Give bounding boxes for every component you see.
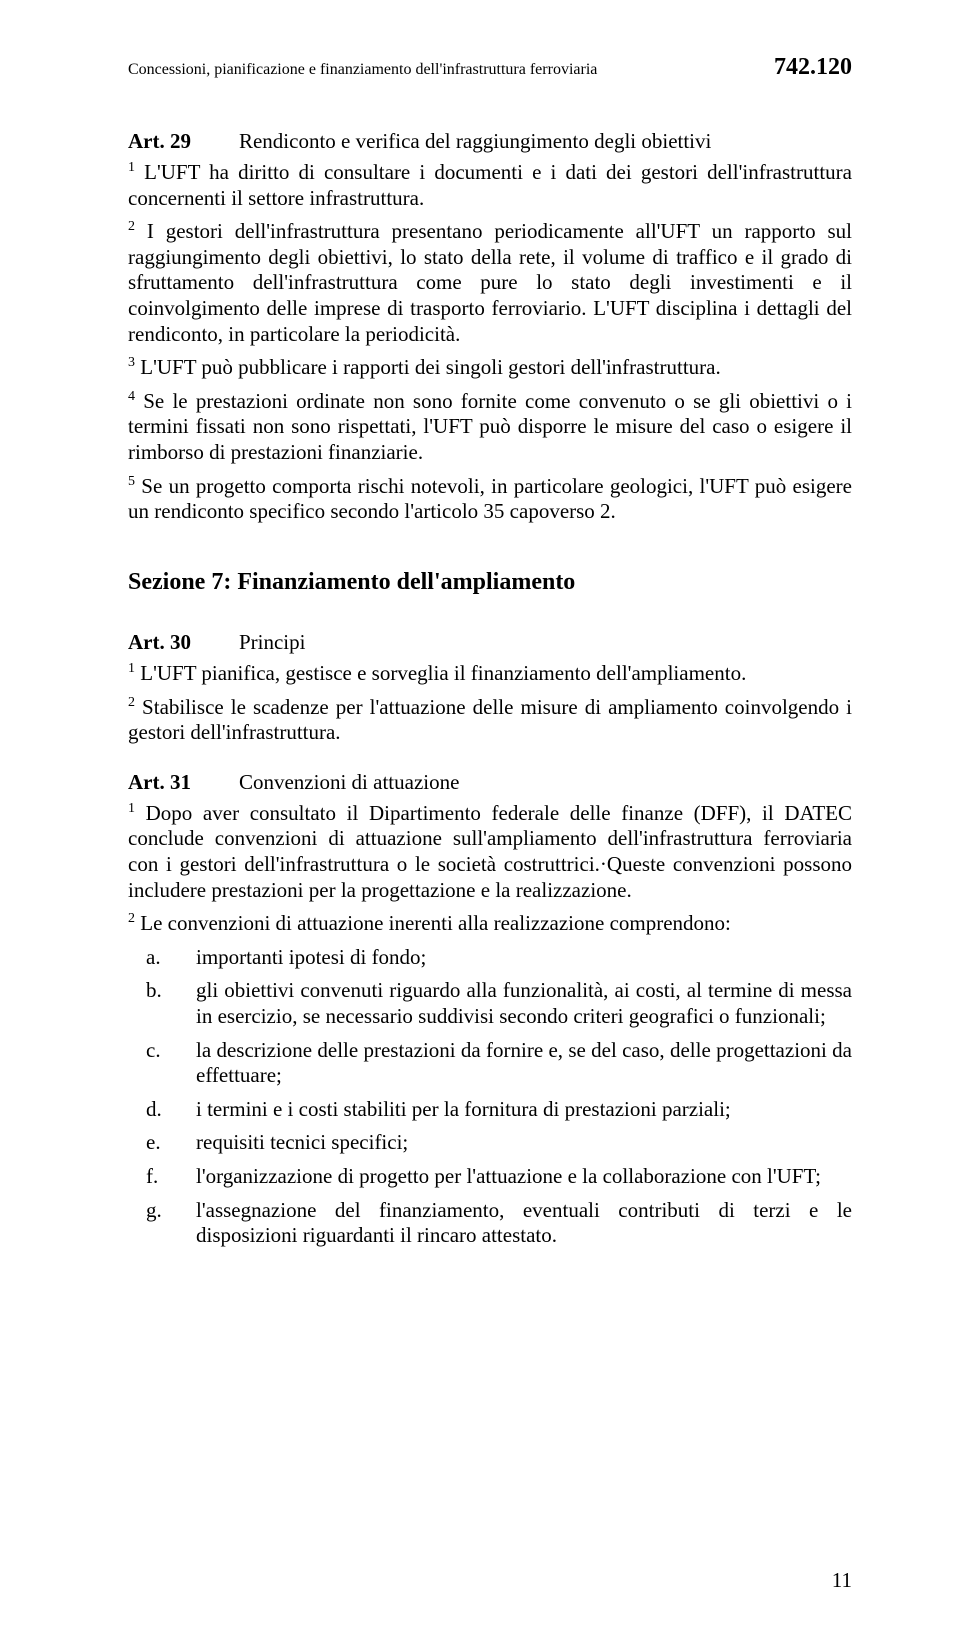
art30-p2: 2 Stabilisce le scadenze per l'attuazion… bbox=[128, 695, 852, 746]
list-marker: g. bbox=[128, 1198, 196, 1249]
para-text: Dopo aver consultato il Dipartimento fed… bbox=[128, 801, 852, 902]
art29-number: Art. 29 bbox=[128, 129, 191, 153]
list-item: a.importanti ipotesi di fondo; bbox=[128, 945, 852, 971]
para-text: Se un progetto comporta rischi notevoli,… bbox=[128, 474, 852, 524]
list-text: gli obiettivi convenuti riguardo alla fu… bbox=[196, 978, 852, 1029]
list-item: d.i termini e i costi stabiliti per la f… bbox=[128, 1097, 852, 1123]
sup: 1 bbox=[128, 661, 135, 676]
list-item: e.requisiti tecnici specifici; bbox=[128, 1130, 852, 1156]
list-item: b.gli obiettivi convenuti riguardo alla … bbox=[128, 978, 852, 1029]
art29-title: Rendiconto e verifica del raggiungimento… bbox=[239, 129, 711, 153]
sup: 5 bbox=[128, 474, 135, 489]
list-item: g.l'assegnazione del finanziamento, even… bbox=[128, 1198, 852, 1249]
art29-p1: 1 L'UFT ha diritto di consultare i docum… bbox=[128, 160, 852, 211]
header-title: Concessioni, pianificazione e finanziame… bbox=[128, 61, 597, 79]
list-marker: f. bbox=[128, 1164, 196, 1190]
art29-p2: 2 I gestori dell'infrastruttura presenta… bbox=[128, 219, 852, 347]
list-item: c.la descrizione delle prestazioni da fo… bbox=[128, 1038, 852, 1089]
sup: 1 bbox=[128, 801, 135, 816]
sup: 3 bbox=[128, 355, 135, 370]
art31-number: Art. 31 bbox=[128, 770, 191, 794]
list-text: l'assegnazione del finanziamento, eventu… bbox=[196, 1198, 852, 1249]
art31-heading: Art. 31 Convenzioni di attuazione bbox=[128, 770, 852, 795]
art30-number: Art. 30 bbox=[128, 630, 191, 654]
art30-heading: Art. 30 Principi bbox=[128, 630, 852, 655]
sup: 2 bbox=[128, 695, 135, 710]
sup: 2 bbox=[128, 911, 135, 926]
art29-p4: 4 Se le prestazioni ordinate non sono fo… bbox=[128, 389, 852, 466]
list-item: f.l'organizzazione di progetto per l'att… bbox=[128, 1164, 852, 1190]
para-text: I gestori dell'infrastruttura presentano… bbox=[128, 219, 852, 345]
page-header: Concessioni, pianificazione e finanziame… bbox=[128, 54, 852, 81]
art31-list: a.importanti ipotesi di fondo; b.gli obi… bbox=[128, 945, 852, 1249]
list-marker: e. bbox=[128, 1130, 196, 1156]
sup: 4 bbox=[128, 389, 135, 404]
list-marker: a. bbox=[128, 945, 196, 971]
sup: 1 bbox=[128, 160, 135, 175]
para-text: Stabilisce le scadenze per l'attuazione … bbox=[128, 695, 852, 745]
para-text: L'UFT pianifica, gestisce e sorveglia il… bbox=[135, 661, 746, 685]
list-marker: c. bbox=[128, 1038, 196, 1089]
list-text: la descrizione delle prestazioni da forn… bbox=[196, 1038, 852, 1089]
art30-title: Principi bbox=[239, 630, 306, 654]
art29-p3: 3 L'UFT può pubblicare i rapporti dei si… bbox=[128, 355, 852, 381]
art31-title: Convenzioni di attuazione bbox=[239, 770, 459, 794]
page: Concessioni, pianificazione e finanziame… bbox=[0, 0, 960, 1641]
list-text: l'organizzazione di progetto per l'attua… bbox=[196, 1164, 852, 1190]
art29-p5: 5 Se un progetto comporta rischi notevol… bbox=[128, 474, 852, 525]
para-text: L'UFT ha diritto di consultare i documen… bbox=[128, 160, 852, 210]
para-text: Se le prestazioni ordinate non sono forn… bbox=[128, 389, 852, 464]
para-text: Le convenzioni di attuazione inerenti al… bbox=[135, 911, 731, 935]
list-text: requisiti tecnici specifici; bbox=[196, 1130, 852, 1156]
list-marker: b. bbox=[128, 978, 196, 1029]
list-marker: d. bbox=[128, 1097, 196, 1123]
page-number: 11 bbox=[832, 1568, 852, 1593]
section7-heading: Sezione 7: Finanziamento dell'ampliament… bbox=[128, 569, 852, 596]
list-text: i termini e i costi stabiliti per la for… bbox=[196, 1097, 852, 1123]
art29-heading: Art. 29 Rendiconto e verifica del raggiun… bbox=[128, 129, 852, 154]
sup: 2 bbox=[128, 219, 135, 234]
art31-p2: 2 Le convenzioni di attuazione inerenti … bbox=[128, 911, 852, 937]
art31-p1: 1 Dopo aver consultato il Dipartimento f… bbox=[128, 801, 852, 903]
art30-p1: 1 L'UFT pianifica, gestisce e sorveglia … bbox=[128, 661, 852, 687]
list-text: importanti ipotesi di fondo; bbox=[196, 945, 852, 971]
para-text: L'UFT può pubblicare i rapporti dei sing… bbox=[135, 355, 721, 379]
header-code: 742.120 bbox=[774, 54, 852, 81]
